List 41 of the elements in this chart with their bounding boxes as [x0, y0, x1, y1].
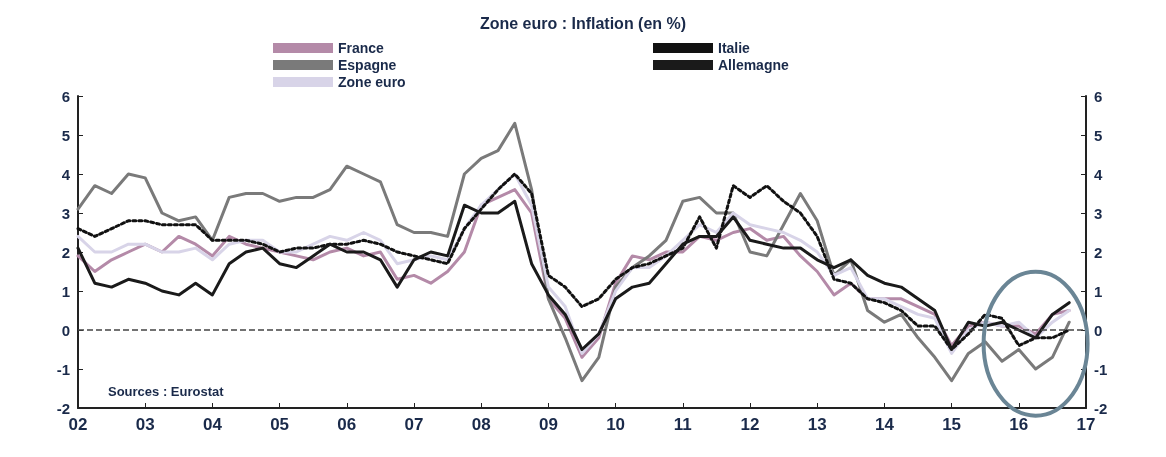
x-tick-label: 03 [135, 415, 155, 434]
y-tick-label: -2 [56, 399, 70, 417]
y2-tick-label: 5 [1094, 126, 1103, 144]
y-tick-label: 1 [61, 282, 70, 300]
y-tick-label: 3 [61, 204, 70, 222]
x-tick-label: 17 [1076, 415, 1096, 434]
y2-tick-label: 2 [1094, 243, 1103, 261]
annotation: Sources : Eurostat [108, 384, 225, 399]
y-tick-label: 2 [61, 243, 70, 261]
x-tick-label: 06 [337, 415, 357, 434]
y-tick-label: 6 [61, 87, 70, 105]
y2-tick-label: 4 [1094, 165, 1103, 183]
y2-tick-label: 1 [1094, 282, 1103, 300]
legend-label: Allemagne [718, 57, 790, 73]
y-tick-label: 5 [61, 126, 70, 144]
x-tick-label: 15 [942, 415, 962, 434]
legend-label: France [338, 40, 385, 56]
x-tick-label: 09 [538, 415, 558, 434]
x-tick-label: 05 [270, 415, 290, 434]
legend-label: Italie [718, 40, 751, 56]
x-tick-label: 10 [606, 415, 626, 434]
x-tick-label: 04 [202, 415, 223, 434]
x-tick-label: 02 [68, 415, 88, 434]
y2-tick-label: 6 [1094, 87, 1103, 105]
legend-label: Espagne [338, 57, 397, 73]
y2-tick-label: -1 [1094, 360, 1108, 378]
y-tick-label: -1 [56, 360, 70, 378]
legend-label: Zone euro [338, 74, 406, 90]
y-tick-label: 0 [61, 321, 70, 339]
x-tick-label: 14 [874, 415, 895, 434]
x-tick-label: 16 [1009, 415, 1029, 434]
y2-tick-label: 3 [1094, 204, 1103, 222]
x-tick-label: 13 [807, 415, 827, 434]
y2-tick-label: 0 [1094, 321, 1103, 339]
x-tick-label: 12 [740, 415, 760, 434]
x-tick-label: 11 [673, 415, 692, 434]
x-tick-label: 08 [471, 415, 491, 434]
y-tick-label: 4 [61, 165, 71, 183]
y2-tick-label: -2 [1094, 399, 1108, 417]
x-tick-label: 07 [404, 415, 424, 434]
chart-title: Zone euro : Inflation (en %) [479, 14, 687, 32]
